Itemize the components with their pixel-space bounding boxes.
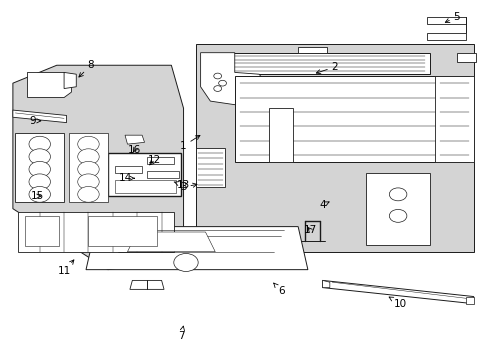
Polygon shape bbox=[434, 76, 473, 162]
Circle shape bbox=[173, 253, 198, 271]
Circle shape bbox=[388, 210, 406, 222]
Polygon shape bbox=[268, 108, 293, 162]
Circle shape bbox=[78, 186, 99, 202]
Text: 17: 17 bbox=[303, 225, 316, 235]
Polygon shape bbox=[86, 226, 307, 270]
Polygon shape bbox=[69, 134, 108, 202]
Circle shape bbox=[78, 161, 99, 177]
Text: 1: 1 bbox=[180, 135, 200, 151]
Polygon shape bbox=[13, 110, 66, 123]
Polygon shape bbox=[456, 53, 475, 62]
Circle shape bbox=[388, 188, 406, 201]
Polygon shape bbox=[234, 76, 468, 162]
Polygon shape bbox=[88, 216, 157, 246]
Circle shape bbox=[78, 136, 99, 152]
Circle shape bbox=[29, 161, 50, 177]
Text: 8: 8 bbox=[79, 60, 94, 77]
Polygon shape bbox=[15, 134, 64, 202]
Polygon shape bbox=[147, 157, 173, 164]
Polygon shape bbox=[125, 135, 144, 144]
Polygon shape bbox=[322, 280, 473, 304]
Polygon shape bbox=[127, 232, 215, 252]
Polygon shape bbox=[18, 212, 173, 252]
Polygon shape bbox=[322, 280, 329, 288]
Circle shape bbox=[218, 80, 226, 86]
Text: 5: 5 bbox=[445, 12, 459, 22]
Text: 7: 7 bbox=[178, 326, 184, 341]
Text: 10: 10 bbox=[388, 297, 407, 309]
Polygon shape bbox=[466, 297, 473, 304]
Text: 11: 11 bbox=[58, 260, 74, 276]
Circle shape bbox=[78, 174, 99, 190]
Circle shape bbox=[29, 174, 50, 190]
Text: 14: 14 bbox=[118, 173, 134, 183]
Circle shape bbox=[29, 186, 50, 202]
Polygon shape bbox=[115, 166, 142, 173]
Circle shape bbox=[213, 73, 221, 79]
Text: 9: 9 bbox=[29, 116, 41, 126]
Polygon shape bbox=[115, 180, 176, 193]
Polygon shape bbox=[27, 72, 71, 98]
Polygon shape bbox=[130, 280, 163, 289]
Polygon shape bbox=[366, 173, 429, 244]
Text: 15: 15 bbox=[31, 191, 44, 201]
Text: 6: 6 bbox=[273, 283, 284, 296]
Polygon shape bbox=[200, 53, 268, 105]
Polygon shape bbox=[13, 65, 183, 270]
Polygon shape bbox=[108, 153, 181, 196]
Text: 13: 13 bbox=[174, 180, 190, 190]
Polygon shape bbox=[147, 171, 178, 178]
Text: 2: 2 bbox=[316, 62, 337, 74]
Polygon shape bbox=[25, 216, 59, 246]
Circle shape bbox=[78, 149, 99, 165]
Polygon shape bbox=[427, 17, 466, 24]
Polygon shape bbox=[224, 53, 429, 74]
Text: 12: 12 bbox=[147, 155, 161, 165]
Circle shape bbox=[213, 86, 221, 91]
Circle shape bbox=[29, 136, 50, 152]
Polygon shape bbox=[195, 148, 224, 187]
Text: 16: 16 bbox=[128, 144, 141, 154]
Text: 3: 3 bbox=[180, 182, 197, 192]
Polygon shape bbox=[298, 47, 327, 53]
Circle shape bbox=[29, 149, 50, 165]
Polygon shape bbox=[195, 44, 473, 252]
Text: 4: 4 bbox=[319, 200, 328, 210]
Polygon shape bbox=[64, 72, 76, 89]
Polygon shape bbox=[427, 33, 466, 40]
